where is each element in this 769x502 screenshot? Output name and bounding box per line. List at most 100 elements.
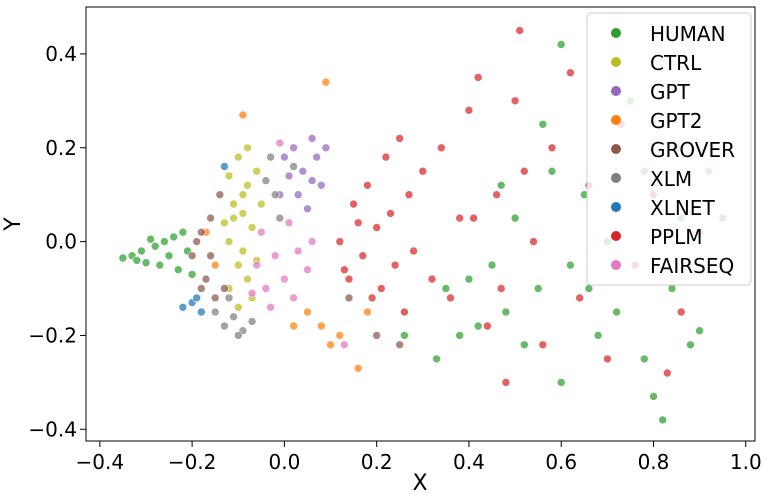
- point-pplm: [376, 284, 386, 293]
- legend-frame: [586, 12, 752, 286]
- point-pplm: [418, 166, 428, 176]
- legend-marker-pplm: [611, 231, 621, 241]
- point-gpt2: [321, 77, 331, 87]
- point-xlnet: [220, 162, 229, 171]
- point-human: [556, 40, 566, 49]
- point-human: [464, 274, 474, 284]
- point-pplm: [538, 340, 548, 350]
- point-grover: [197, 284, 206, 293]
- point-ctrl: [247, 223, 257, 232]
- point-pplm: [575, 293, 585, 303]
- point-pplm: [335, 237, 345, 246]
- plot-frame: [85, 6, 756, 442]
- point-ctrl: [220, 218, 229, 228]
- x-tick-label: −0.2: [168, 450, 217, 474]
- point-human: [155, 260, 165, 270]
- point-pplm: [367, 293, 377, 303]
- point-grover: [344, 293, 354, 303]
- point-ctrl: [238, 190, 248, 199]
- x-tick-label: 0.8: [638, 450, 670, 474]
- point-gpt2: [210, 260, 220, 270]
- y-axis: −0.4 −0.2 0.0 0.2 0.4: [28, 42, 86, 441]
- point-fairseq: [289, 293, 298, 303]
- point-xlm: [289, 162, 298, 171]
- point-gpt2: [316, 321, 326, 331]
- point-pplm: [473, 73, 483, 82]
- point-ctrl: [243, 181, 252, 190]
- point-grover: [187, 251, 197, 260]
- point-xlm: [266, 152, 275, 162]
- point-human: [519, 340, 529, 350]
- point-ctrl: [224, 171, 234, 181]
- point-human: [187, 270, 197, 279]
- point-pplm: [344, 274, 354, 284]
- point-human: [150, 242, 160, 251]
- legend-label-xlnet: XLNET: [650, 196, 715, 220]
- point-pplm: [676, 307, 686, 317]
- y-tick-label: −0.2: [28, 323, 77, 347]
- point-human: [132, 256, 142, 265]
- point-ctrl: [243, 274, 252, 284]
- point-pplm: [395, 134, 405, 143]
- point-pplm: [372, 223, 382, 232]
- y-tick-label: −0.4: [28, 417, 77, 441]
- point-pplm: [519, 166, 529, 176]
- point-human: [455, 331, 465, 340]
- legend-marker-fairseq: [611, 260, 621, 270]
- point-xlm: [261, 176, 271, 185]
- point-human: [160, 237, 169, 246]
- point-grover: [372, 331, 382, 340]
- point-gpt2: [326, 340, 335, 350]
- point-gpt: [321, 143, 331, 153]
- point-human: [510, 213, 520, 223]
- x-tick-label: 1.0: [730, 450, 762, 474]
- point-xlm: [275, 213, 285, 223]
- point-pplm: [566, 68, 575, 77]
- point-gpt: [316, 181, 326, 190]
- legend-label-pplm: PPLM: [650, 225, 703, 249]
- point-ctrl: [238, 246, 248, 256]
- point-xlm: [220, 321, 229, 331]
- point-human: [667, 284, 677, 293]
- x-tick-label: 0.6: [545, 450, 577, 474]
- point-human: [178, 227, 188, 237]
- point-pplm: [349, 199, 358, 209]
- point-grover: [206, 251, 215, 260]
- point-xlm: [247, 317, 257, 326]
- point-fairseq: [307, 237, 317, 246]
- point-gpt2: [289, 321, 298, 331]
- legend-marker-human: [611, 28, 621, 38]
- point-gpt: [284, 171, 294, 181]
- point-human: [566, 260, 575, 270]
- point-xlnet: [178, 302, 188, 312]
- point-pplm: [469, 213, 478, 223]
- point-gpt: [293, 190, 303, 199]
- x-tick-label: −0.4: [76, 450, 125, 474]
- point-fairseq: [275, 138, 285, 148]
- point-pplm: [446, 293, 455, 303]
- point-xlm: [270, 190, 280, 199]
- point-gpt2: [335, 331, 345, 340]
- y-axis-label: Y: [1, 217, 26, 232]
- point-fairseq: [256, 227, 266, 237]
- point-human: [501, 307, 511, 317]
- point-pplm: [662, 368, 672, 378]
- legend-marker-xlm: [611, 173, 621, 183]
- point-human: [695, 326, 704, 336]
- legend-marker-ctrl: [611, 57, 621, 67]
- point-fairseq: [266, 302, 275, 312]
- point-pplm: [492, 190, 501, 199]
- point-grover: [220, 284, 229, 293]
- legend-label-gpt: GPT: [650, 80, 691, 104]
- point-pplm: [501, 378, 511, 387]
- point-human: [533, 284, 543, 293]
- point-ctrl: [234, 260, 243, 270]
- point-human: [174, 265, 183, 275]
- point-xlnet: [197, 307, 206, 317]
- x-tick-label: 0.2: [361, 450, 393, 474]
- point-human: [473, 321, 483, 331]
- point-pplm: [547, 143, 557, 153]
- point-pplm: [603, 354, 612, 364]
- point-human: [496, 181, 506, 190]
